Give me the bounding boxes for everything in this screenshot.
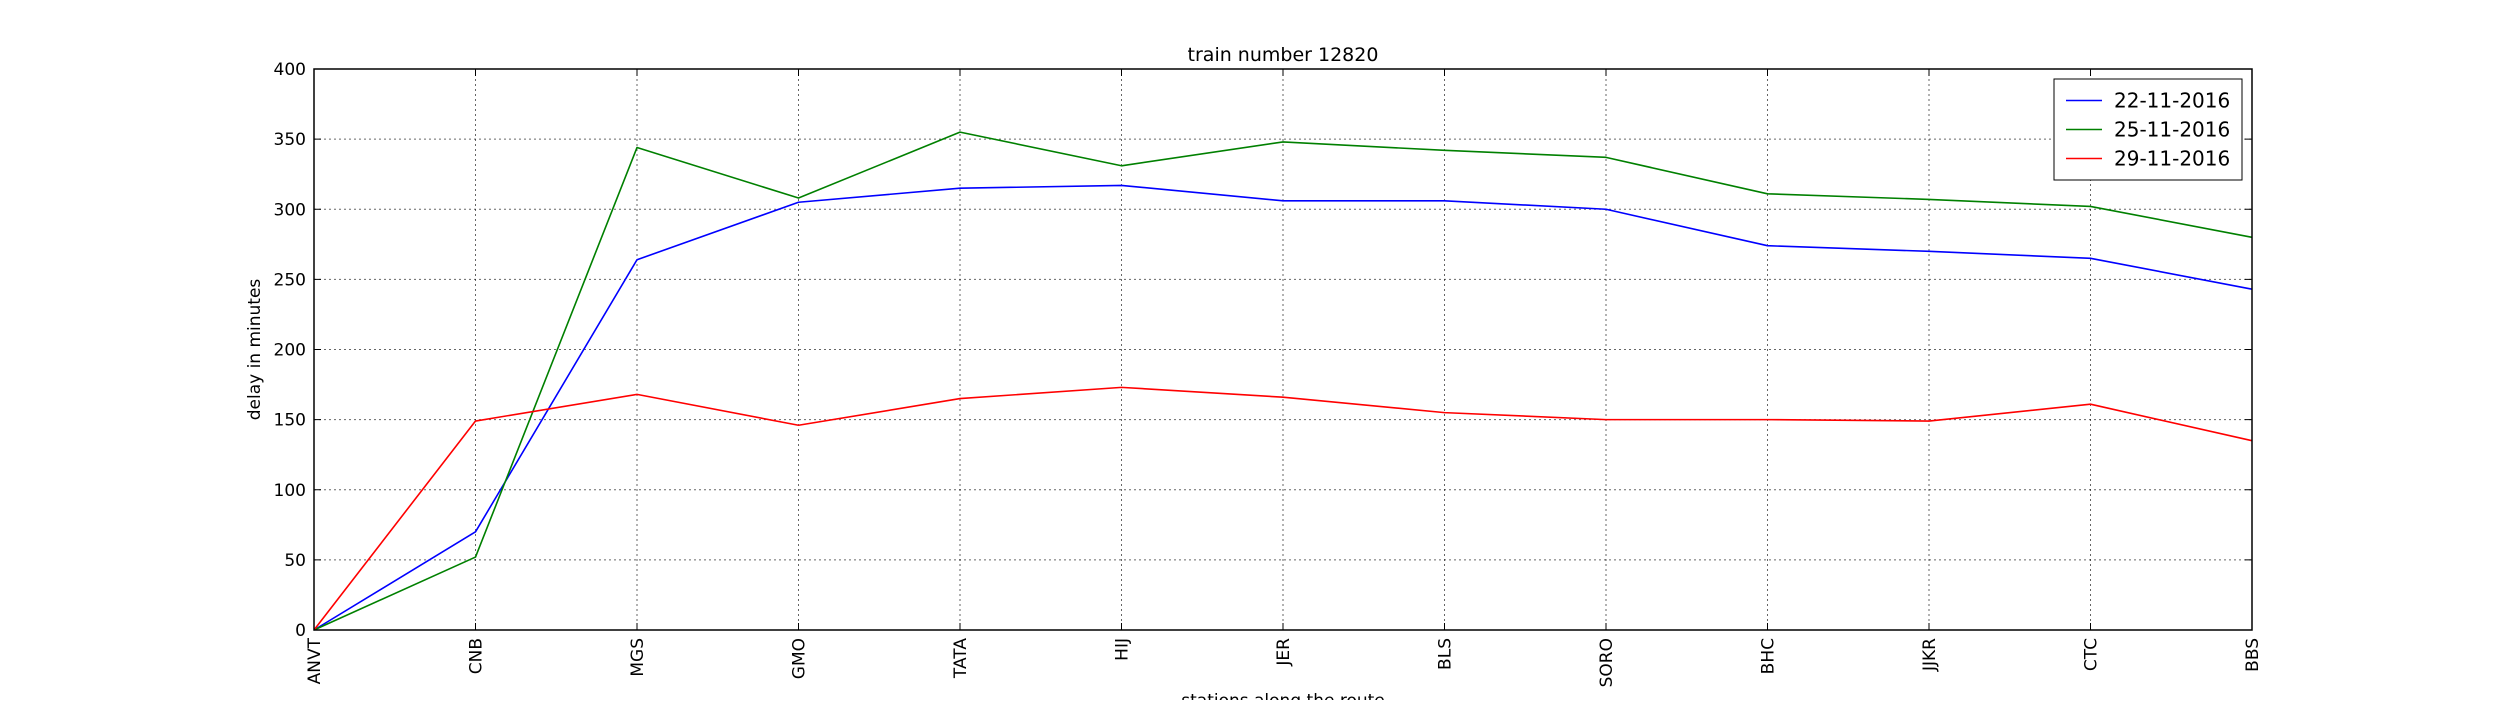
- x-tick-label: ANVT: [305, 637, 325, 684]
- x-tick-label: MGS: [628, 638, 648, 677]
- y-tick-label: 300: [274, 200, 306, 220]
- grid: [313, 68, 2253, 631]
- series-line: [313, 184, 2253, 631]
- y-tick-label: 0: [295, 621, 306, 641]
- x-tick-label: BLS: [1436, 638, 1456, 670]
- y-axis-ticks: 0 50 100 150 200 250 300 350 400: [274, 60, 2252, 641]
- x-tick-label: SORO: [1597, 638, 1617, 687]
- legend: 22-11-2016 25-11-2016 29-11-2016: [2053, 78, 2243, 181]
- legend-label: 29-11-2016: [2114, 147, 2230, 171]
- x-tick-label: CTC: [2082, 638, 2102, 671]
- series-lines: [313, 131, 2253, 631]
- x-tick-label: CNB: [467, 638, 487, 674]
- y-tick-label: 100: [274, 481, 306, 501]
- x-tick-label: TATA: [951, 638, 971, 679]
- x-tick-label: GMO: [790, 638, 810, 679]
- chart-title: train number 12820: [1188, 44, 1379, 66]
- x-tick-label: JJKR: [1920, 638, 1940, 672]
- series-line: [313, 386, 2253, 631]
- legend-label: 25-11-2016: [2114, 118, 2230, 142]
- y-tick-label: 250: [274, 270, 306, 290]
- x-axis-label: stations along the route: [1181, 691, 1385, 700]
- y-tick-label: 150: [274, 411, 306, 431]
- y-tick-label: 50: [284, 551, 306, 571]
- y-tick-label: 200: [274, 341, 306, 361]
- x-axis-ticks: ANVT CNB MGS GMO TATA HIJ JER BLS SORO BHC JJKR CTC…: [305, 69, 2263, 687]
- x-tick-label: HIJ: [1113, 638, 1133, 661]
- series-line: [313, 131, 2253, 631]
- y-tick-label: 400: [274, 60, 306, 80]
- x-tick-label: BHC: [1759, 638, 1779, 674]
- x-tick-label: BBS: [2243, 638, 2263, 672]
- y-axis-label: delay in minutes: [245, 279, 265, 421]
- legend-label: 22-11-2016: [2114, 89, 2230, 113]
- x-tick-label: JER: [1274, 638, 1294, 667]
- y-tick-label: 350: [274, 130, 306, 150]
